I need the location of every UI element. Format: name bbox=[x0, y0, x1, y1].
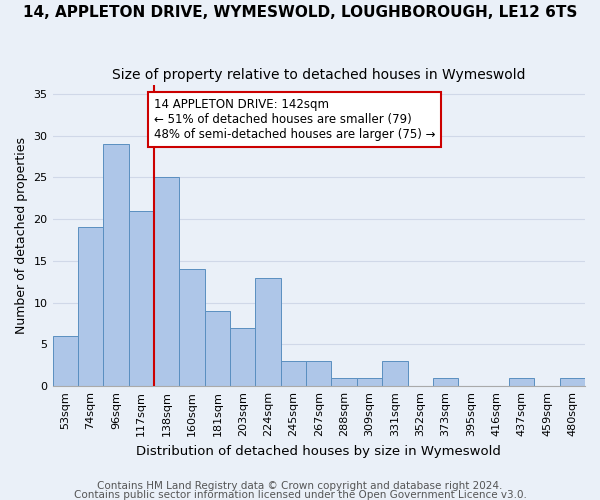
Bar bbox=[103, 144, 128, 386]
Bar bbox=[230, 328, 256, 386]
Bar bbox=[179, 269, 205, 386]
Bar bbox=[53, 336, 78, 386]
Bar bbox=[509, 378, 534, 386]
Y-axis label: Number of detached properties: Number of detached properties bbox=[15, 138, 28, 334]
Bar bbox=[281, 361, 306, 386]
Bar bbox=[306, 361, 331, 386]
Text: Contains public sector information licensed under the Open Government Licence v3: Contains public sector information licen… bbox=[74, 490, 526, 500]
Bar bbox=[256, 278, 281, 386]
Bar bbox=[205, 311, 230, 386]
Title: Size of property relative to detached houses in Wymeswold: Size of property relative to detached ho… bbox=[112, 68, 526, 82]
Text: Contains HM Land Registry data © Crown copyright and database right 2024.: Contains HM Land Registry data © Crown c… bbox=[97, 481, 503, 491]
Text: 14, APPLETON DRIVE, WYMESWOLD, LOUGHBOROUGH, LE12 6TS: 14, APPLETON DRIVE, WYMESWOLD, LOUGHBORO… bbox=[23, 5, 577, 20]
Bar bbox=[128, 211, 154, 386]
Bar bbox=[154, 178, 179, 386]
Bar bbox=[382, 361, 407, 386]
Bar bbox=[433, 378, 458, 386]
Bar bbox=[331, 378, 357, 386]
X-axis label: Distribution of detached houses by size in Wymeswold: Distribution of detached houses by size … bbox=[136, 444, 501, 458]
Bar bbox=[357, 378, 382, 386]
Text: 14 APPLETON DRIVE: 142sqm
← 51% of detached houses are smaller (79)
48% of semi-: 14 APPLETON DRIVE: 142sqm ← 51% of detac… bbox=[154, 98, 436, 141]
Bar bbox=[78, 228, 103, 386]
Bar bbox=[560, 378, 585, 386]
